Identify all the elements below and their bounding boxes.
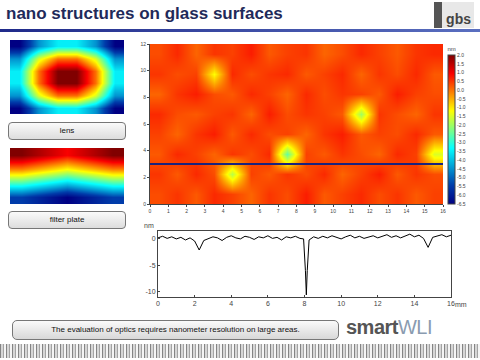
svg-text:5: 5 (240, 208, 243, 214)
svg-text:-3.5: -3.5 (457, 148, 466, 154)
svg-text:11: 11 (349, 208, 354, 214)
svg-text:10: 10 (330, 208, 336, 214)
svg-text:4: 4 (229, 300, 233, 307)
svg-text:-1.0: -1.0 (457, 104, 466, 110)
svg-text:6: 6 (143, 121, 146, 127)
svg-text:-10: -10 (145, 288, 155, 295)
svg-text:8: 8 (303, 300, 307, 307)
svg-text:13: 13 (385, 208, 391, 214)
svg-text:3: 3 (204, 208, 207, 214)
svg-text:-6.0: -6.0 (457, 192, 466, 198)
svg-text:1: 1 (167, 208, 170, 214)
svg-text:12: 12 (374, 300, 382, 307)
svg-text:7: 7 (277, 208, 280, 214)
svg-text:8: 8 (295, 208, 298, 214)
svg-text:-4.5: -4.5 (457, 166, 466, 172)
html-text:lens: lens (59, 126, 75, 135)
svg-text:2.0: 2.0 (457, 52, 464, 58)
svg-text:-3.0: -3.0 (457, 139, 466, 145)
svg-text:-4.0: -4.0 (457, 157, 466, 163)
svg-text:-5: -5 (149, 262, 155, 269)
svg-text:16: 16 (447, 300, 455, 307)
html-text:nano structures on glass surfa: nano structures on glass surfaces (6, 4, 283, 23)
svg-text:1.0: 1.0 (457, 69, 464, 75)
svg-text:-5.0: -5.0 (457, 174, 466, 180)
svg-text:-1.5: -1.5 (457, 113, 466, 119)
svg-text:-2.5: -2.5 (457, 131, 466, 137)
svg-text:mm: mm (455, 301, 467, 308)
html-text:The evaluation of optics requi: The evaluation of optics requires nanome… (51, 325, 300, 334)
svg-text:16: 16 (440, 208, 446, 214)
svg-text:2: 2 (185, 208, 188, 214)
svg-text:-6.5: -6.5 (457, 201, 466, 207)
html-text:filter plate: filter plate (49, 215, 85, 224)
svg-text:-5.5: -5.5 (457, 183, 466, 189)
svg-text:0: 0 (149, 208, 152, 214)
svg-text:6: 6 (266, 300, 270, 307)
svg-text:1.5: 1.5 (457, 61, 464, 67)
svg-text:10: 10 (140, 67, 146, 73)
svg-text:0: 0 (152, 235, 156, 242)
svg-text:-2.0: -2.0 (457, 122, 466, 128)
svg-text:6: 6 (258, 208, 261, 214)
svg-text:4: 4 (143, 147, 146, 153)
html-text:gbs: gbs (446, 11, 471, 27)
svg-text:2: 2 (193, 300, 197, 307)
svg-text:8: 8 (143, 94, 146, 100)
svg-text:nm: nm (144, 222, 154, 229)
svg-text:9: 9 (313, 208, 316, 214)
svg-text:2: 2 (143, 174, 146, 180)
svg-text:0.5: 0.5 (457, 78, 464, 84)
svg-text:14: 14 (410, 300, 418, 307)
svg-text:0: 0 (156, 300, 160, 307)
svg-text:15: 15 (422, 208, 428, 214)
svg-text:0: 0 (143, 201, 146, 207)
svg-text:-0.5: -0.5 (457, 96, 466, 102)
svg-text:12: 12 (140, 41, 146, 47)
svg-text:4: 4 (222, 208, 225, 214)
svg-text:12: 12 (367, 208, 373, 214)
svg-text:nm: nm (447, 46, 455, 52)
svg-text:0.0: 0.0 (457, 87, 464, 93)
svg-text:14: 14 (404, 208, 410, 214)
svg-text:10: 10 (337, 300, 345, 307)
html-text:smart WLI: smart WLI (346, 316, 432, 338)
